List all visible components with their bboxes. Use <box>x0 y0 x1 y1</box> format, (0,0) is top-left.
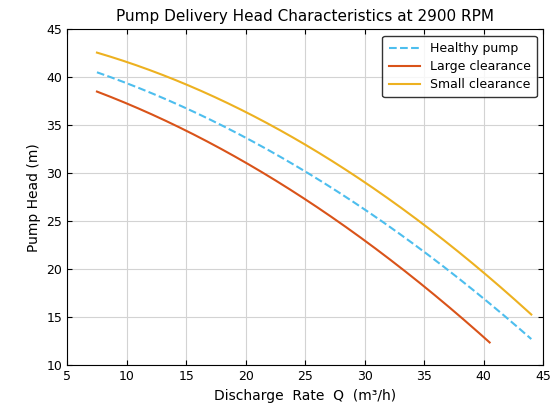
Line: Healthy pump: Healthy pump <box>97 72 531 339</box>
Y-axis label: Pump Head (m): Pump Head (m) <box>27 143 41 252</box>
Large clearance <box>249 164 256 169</box>
Healthy pump <box>367 211 374 216</box>
Healthy pump <box>235 131 242 136</box>
Healthy pump <box>528 336 535 341</box>
Small clearance <box>407 212 414 217</box>
Large clearance <box>379 251 386 256</box>
Large clearance <box>141 108 147 113</box>
Small clearance <box>94 50 100 55</box>
Small clearance <box>409 214 416 219</box>
Legend: Healthy pump, Large clearance, Small clearance: Healthy pump, Large clearance, Small cle… <box>382 36 537 97</box>
Healthy pump <box>94 70 100 75</box>
Title: Pump Delivery Head Characteristics at 2900 RPM: Pump Delivery Head Characteristics at 29… <box>116 9 494 24</box>
Line: Small clearance: Small clearance <box>97 52 531 315</box>
Healthy pump <box>407 239 414 244</box>
Healthy pump <box>146 90 152 95</box>
Small clearance <box>265 122 272 127</box>
Large clearance <box>222 148 228 153</box>
X-axis label: Discharge  Rate  Q  (m³/h): Discharge Rate Q (m³/h) <box>214 389 396 403</box>
Small clearance <box>235 106 242 111</box>
Healthy pump <box>409 241 416 246</box>
Large clearance <box>340 223 347 228</box>
Small clearance <box>528 312 535 317</box>
Line: Large clearance: Large clearance <box>97 92 489 342</box>
Small clearance <box>146 67 152 72</box>
Large clearance <box>486 340 493 345</box>
Large clearance <box>94 89 100 94</box>
Small clearance <box>367 184 374 189</box>
Large clearance <box>377 250 384 255</box>
Healthy pump <box>265 148 272 153</box>
